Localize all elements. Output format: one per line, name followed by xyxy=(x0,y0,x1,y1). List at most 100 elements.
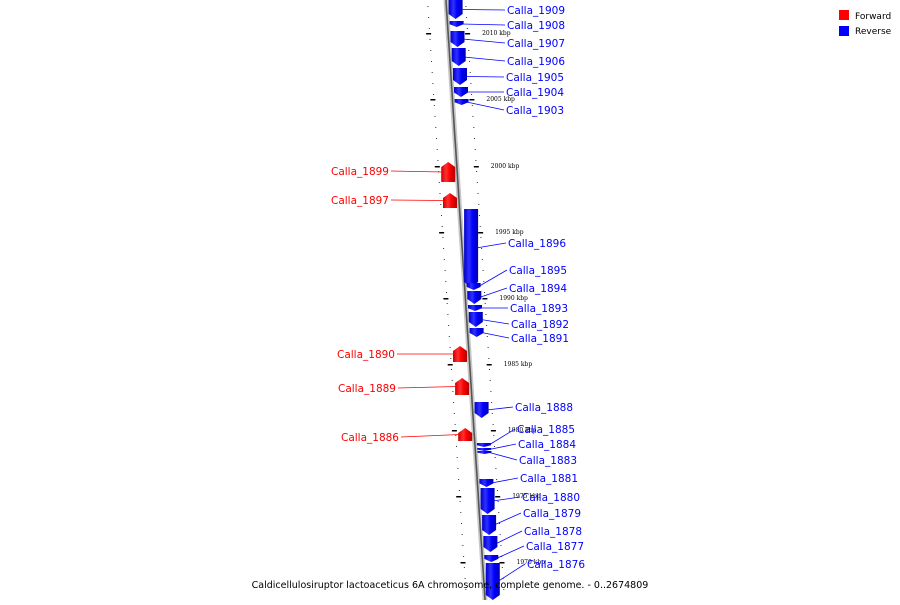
gene-arrow-calla-1886[interactable] xyxy=(458,428,473,441)
minor-tick xyxy=(463,556,465,557)
gene-label-calla-1879[interactable]: Calla_1879 xyxy=(523,508,581,520)
gene-arrow-calla-1906[interactable] xyxy=(451,48,466,66)
gene-leader-line xyxy=(495,530,523,545)
gene-arrow-calla-1885[interactable] xyxy=(476,443,491,447)
gene-label-calla-1876[interactable]: Calla_1876 xyxy=(527,559,585,571)
gene-arrow-calla-1905[interactable] xyxy=(453,68,467,85)
gene-arrow-calla-1891[interactable] xyxy=(469,328,484,337)
gene-arrow-calla-1883[interactable] xyxy=(477,451,492,454)
gene-arrow-calla-1884[interactable] xyxy=(477,448,492,451)
gene-arrow-calla-1878[interactable] xyxy=(483,536,498,552)
gene-arrow-calla-1879[interactable] xyxy=(482,515,497,535)
minor-tick xyxy=(494,446,495,447)
gene-label-calla-1881[interactable]: Calla_1881 xyxy=(520,473,578,485)
minor-tick xyxy=(461,534,463,535)
gene-label-calla-1893[interactable]: Calla_1893 xyxy=(510,303,568,315)
gene-arrow-calla-1881[interactable] xyxy=(479,479,494,487)
chromosome-backbone xyxy=(443,0,488,601)
gene-leader-line xyxy=(497,563,526,582)
minor-tick xyxy=(494,457,496,458)
gene-label-calla-1895[interactable]: Calla_1895 xyxy=(509,265,567,277)
gene-arrow-calla-1904[interactable] xyxy=(454,87,468,97)
minor-tick xyxy=(473,127,475,128)
gene-arrow-calla-1894[interactable] xyxy=(467,291,482,304)
minor-tick xyxy=(453,402,455,403)
gene-arrow-calla-1890[interactable] xyxy=(453,346,467,362)
gene-arrow-calla-1908[interactable] xyxy=(449,21,464,27)
gene-label-calla-1888[interactable]: Calla_1888 xyxy=(515,402,573,414)
gene-label-calla-1903[interactable]: Calla_1903 xyxy=(506,105,564,117)
gene-label-calla-1883[interactable]: Calla_1883 xyxy=(519,455,577,467)
minor-tick xyxy=(466,17,468,18)
major-tick-right xyxy=(486,364,492,366)
minor-tick xyxy=(457,468,459,469)
minor-tick xyxy=(472,116,474,117)
gene-label-calla-1894[interactable]: Calla_1894 xyxy=(509,283,567,295)
gene-label-calla-1892[interactable]: Calla_1892 xyxy=(511,319,569,331)
gene-label-calla-1904[interactable]: Calla_1904 xyxy=(506,87,564,99)
gene-leader-line xyxy=(488,428,516,446)
minor-tick xyxy=(499,523,500,524)
minor-tick xyxy=(471,94,473,95)
minor-tick xyxy=(489,380,491,381)
major-tick-right xyxy=(495,496,501,498)
gene-leader-line xyxy=(479,287,508,298)
major-tick-right xyxy=(478,232,484,234)
gene-arrow-calla-1877[interactable] xyxy=(484,555,499,562)
gene-arrow-calla-1876[interactable] xyxy=(485,563,500,600)
gene-label-calla-1878[interactable]: Calla_1878 xyxy=(524,526,582,538)
minor-tick xyxy=(483,281,485,282)
gene-arrow-calla-1899[interactable] xyxy=(441,162,456,182)
legend: Forward Reverse xyxy=(839,10,892,37)
gene-label-calla-1877[interactable]: Calla_1877 xyxy=(526,541,584,553)
gene-label-calla-1907[interactable]: Calla_1907 xyxy=(507,38,565,50)
gene-arrow-calla-1909[interactable] xyxy=(448,0,463,19)
gene-arrow-calla-1888[interactable] xyxy=(474,402,489,418)
gene-label-calla-1885[interactable]: Calla_1885 xyxy=(517,424,575,436)
kbp-label: 1990 kbp xyxy=(499,295,528,302)
minor-tick xyxy=(451,369,452,370)
minor-tick xyxy=(460,512,462,513)
gene-arrow-calla-1880[interactable] xyxy=(480,488,495,514)
kbp-label: 2010 kbp xyxy=(482,30,511,37)
backbone-line xyxy=(445,0,486,601)
gene-label-calla-1906[interactable]: Calla_1906 xyxy=(507,56,565,68)
gene-leader-line xyxy=(493,512,522,526)
gene-label-calla-1908[interactable]: Calla_1908 xyxy=(507,20,565,32)
gene-label-calla-1886[interactable]: Calla_1886 xyxy=(341,432,399,444)
minor-tick xyxy=(437,160,439,161)
minor-tick xyxy=(468,50,470,51)
gene-arrow-calla-1895[interactable] xyxy=(466,283,481,290)
major-tick-right xyxy=(473,166,479,168)
gene-label-calla-1905[interactable]: Calla_1905 xyxy=(506,72,564,84)
gene-arrow-calla-1907[interactable] xyxy=(450,31,465,47)
gene-leader-line xyxy=(464,76,505,78)
gene-label-calla-1899[interactable]: Calla_1899 xyxy=(331,166,389,178)
gene-label-calla-1896[interactable]: Calla_1896 xyxy=(508,238,566,250)
minor-tick xyxy=(482,270,484,271)
gene-arrow-calla-1903[interactable] xyxy=(454,99,469,105)
gene-label-calla-1897[interactable]: Calla_1897 xyxy=(331,195,389,207)
minor-tick xyxy=(441,215,442,216)
gene-label-calla-1880[interactable]: Calla_1880 xyxy=(522,492,580,504)
gene-label-calla-1909[interactable]: Calla_1909 xyxy=(507,5,565,17)
minor-tick xyxy=(447,314,449,315)
gene-label-calla-1891[interactable]: Calla_1891 xyxy=(511,333,569,345)
minor-tick xyxy=(454,424,456,425)
minor-tick xyxy=(489,369,490,370)
gene-arrow-calla-1897[interactable] xyxy=(443,193,457,208)
gene-arrow-calla-1896[interactable] xyxy=(464,209,479,287)
major-tick-right xyxy=(465,33,471,35)
gene-leader-line xyxy=(397,386,458,389)
gene-label-calla-1889[interactable]: Calla_1889 xyxy=(338,383,396,395)
gene-label-calla-1884[interactable]: Calla_1884 xyxy=(518,439,576,451)
gene-arrow-calla-1889[interactable] xyxy=(455,378,470,395)
minor-tick xyxy=(442,237,444,238)
minor-tick xyxy=(488,358,490,359)
gene-leader-line xyxy=(492,496,521,502)
kbp-label: 2005 kbp xyxy=(486,96,515,103)
gene-arrow-calla-1892[interactable] xyxy=(468,312,483,327)
gene-arrow-calla-1893[interactable] xyxy=(468,305,482,311)
gene-label-calla-1890[interactable]: Calla_1890 xyxy=(337,349,395,361)
kbp-label: 1975 kbp xyxy=(512,493,541,500)
